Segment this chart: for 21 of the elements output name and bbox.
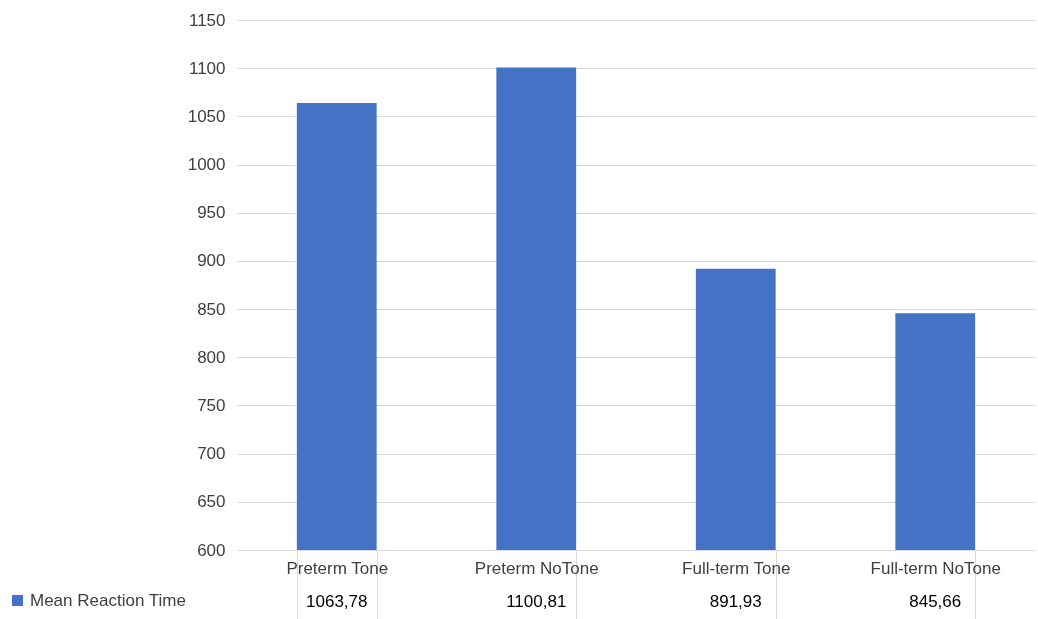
x-tick-label: Full-term Tone bbox=[682, 558, 791, 578]
y-tick-label: 750 bbox=[197, 395, 226, 415]
y-tick-label: 700 bbox=[197, 444, 226, 464]
y-tick-label: 950 bbox=[197, 203, 226, 223]
y-tick-label: 1050 bbox=[187, 106, 226, 126]
x-tick-label: Preterm NoTone bbox=[474, 558, 599, 578]
y-tick-label: 1150 bbox=[188, 10, 226, 30]
x-tick-label: Preterm Tone bbox=[286, 558, 389, 578]
y-tick-label: 1000 bbox=[187, 155, 226, 175]
legend-label: Mean Reaction Time bbox=[30, 590, 186, 610]
data-label: 1100,81 bbox=[506, 592, 567, 611]
y-tick-label: 1100 bbox=[188, 58, 226, 78]
data-label: 891,93 bbox=[709, 592, 762, 611]
data-label: 845,66 bbox=[909, 592, 962, 611]
y-tick-label: 900 bbox=[197, 251, 226, 271]
x-tick-label: Full-term NoTone bbox=[870, 558, 1001, 578]
y-tick-label: 650 bbox=[197, 492, 226, 512]
y-tick-label: 850 bbox=[197, 299, 226, 319]
y-tick-label: 800 bbox=[197, 347, 226, 367]
data-label: 1063,78 bbox=[306, 592, 368, 611]
y-tick-label: 600 bbox=[197, 540, 226, 560]
